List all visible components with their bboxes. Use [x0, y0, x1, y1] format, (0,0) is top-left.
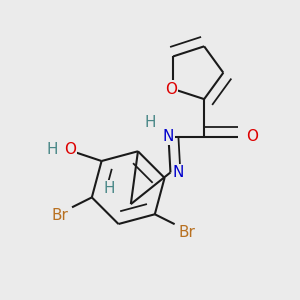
Text: O: O — [246, 129, 258, 144]
Text: H: H — [46, 142, 58, 157]
Text: Br: Br — [178, 225, 195, 240]
Text: N: N — [173, 165, 184, 180]
Text: O: O — [165, 82, 177, 97]
Text: H: H — [103, 181, 115, 196]
Text: O: O — [64, 142, 76, 157]
Text: N: N — [163, 129, 174, 144]
Text: Br: Br — [52, 208, 69, 223]
Text: H: H — [145, 116, 156, 130]
